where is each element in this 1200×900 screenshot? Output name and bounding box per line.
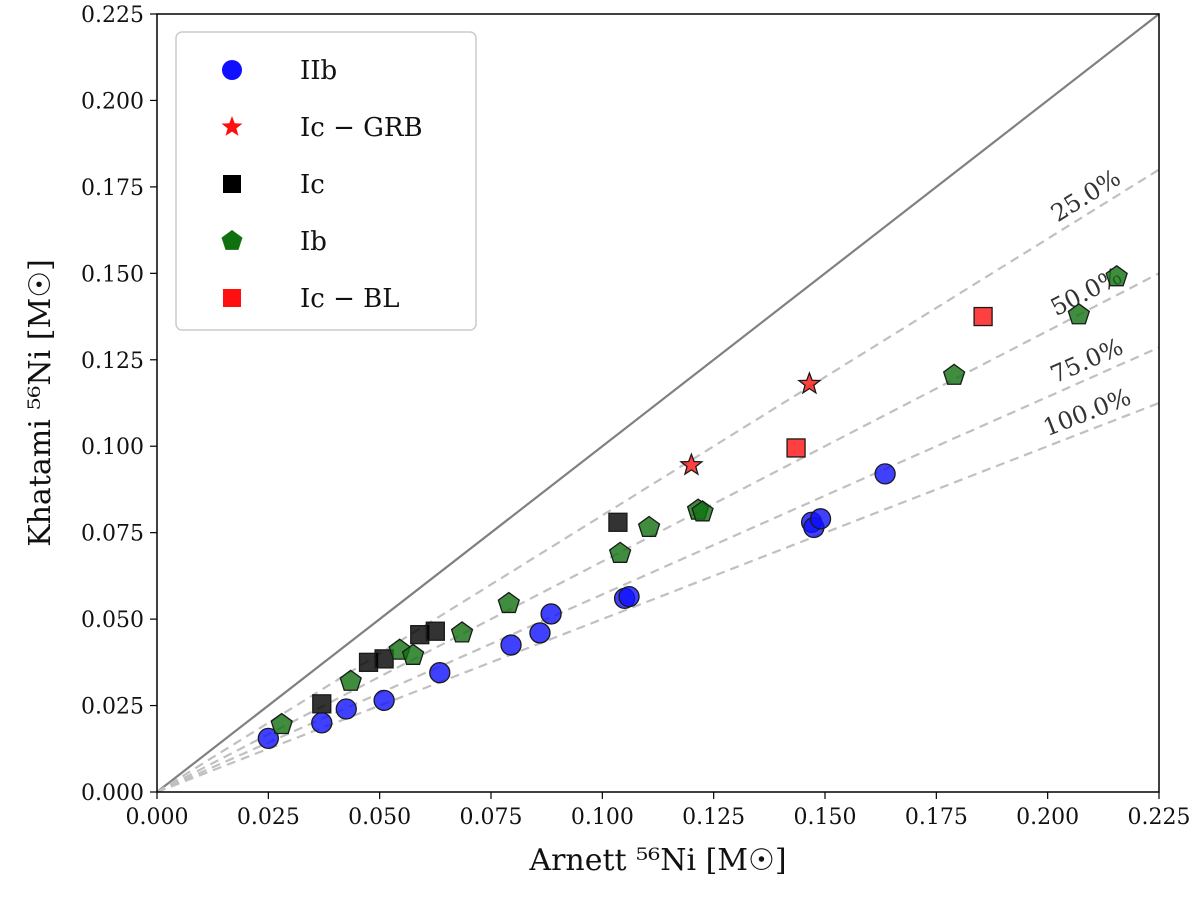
- legend-marker-ic-bl: [223, 289, 241, 307]
- axis-ticks: 0.000 0.025 0.050 0.075 0.100 0.125 0.150 0.175…: [81, 3, 1190, 830]
- point-iib: [529, 622, 551, 644]
- point-ic-grb: [797, 371, 822, 395]
- point-ic-bl: [973, 306, 993, 327]
- reference-line-500: [156, 272, 1160, 793]
- x-tick-label: 0.025: [237, 805, 300, 830]
- reference-line-250: [156, 168, 1160, 793]
- point-ib: [637, 515, 661, 538]
- point-ib: [270, 712, 293, 735]
- plot-frame: [156, 13, 1160, 793]
- point-iib: [335, 698, 357, 720]
- point-iib: [311, 712, 333, 734]
- point-ic: [608, 512, 628, 532]
- point-iib: [540, 603, 562, 625]
- point-iib: [618, 585, 640, 608]
- y-tick-label: 0.175: [81, 176, 144, 201]
- legend: IIb Ic − GRB Ic Ib Ic − BL: [175, 31, 477, 331]
- x-tick-label: 0.125: [682, 805, 745, 830]
- legend-marker-ic-grb: [221, 116, 243, 136]
- point-ib: [608, 541, 632, 563]
- x-tick-label: 0.075: [460, 805, 523, 830]
- point-ib: [401, 643, 425, 665]
- y-tick-label: 0.100: [81, 435, 144, 460]
- y-tick-label: 0.075: [81, 522, 144, 547]
- y-tick-label: 0.025: [81, 695, 144, 720]
- point-ic: [312, 694, 332, 714]
- y-tick-label: 0.125: [81, 349, 144, 374]
- point-ib: [942, 363, 966, 385]
- point-ib: [497, 591, 521, 614]
- point-ib: [691, 500, 714, 522]
- point-ic: [374, 649, 394, 669]
- legend-label-ic-bl: Ic − BL: [300, 284, 400, 314]
- reference-line-750: [156, 346, 1160, 794]
- point-ic-grb: [679, 452, 704, 476]
- point-ic-bl: [786, 438, 806, 458]
- y-axis-title: Khatami ⁵⁶Ni [M☉]: [23, 259, 58, 547]
- legend-marker-ib: [221, 230, 243, 250]
- point-iib: [257, 727, 279, 750]
- x-tick-label: 0.000: [126, 805, 189, 830]
- y-tick-label: 0.225: [81, 3, 144, 28]
- point-iib: [429, 662, 451, 684]
- point-ic: [425, 621, 445, 641]
- reference-line-label: 75.0%: [1046, 333, 1127, 390]
- reference-line-label: 100.0%: [1039, 383, 1134, 442]
- legend-marker-ic: [223, 175, 241, 193]
- point-iib: [373, 689, 395, 712]
- legend-box: [175, 31, 477, 331]
- point-ib: [450, 621, 474, 643]
- legend-label-iib: IIb: [300, 56, 337, 86]
- point-ib: [1105, 264, 1128, 287]
- point-iib: [809, 508, 832, 530]
- y-tick-label: 0.050: [81, 608, 144, 633]
- reference-line-one-to-one: [156, 13, 1160, 793]
- x-tick-label: 0.175: [905, 805, 968, 830]
- reference-line-1000: [156, 401, 1160, 794]
- legend-label-ic-grb: Ic − GRB: [300, 113, 423, 143]
- legend-label-ib: Ib: [300, 227, 327, 257]
- data-points: [257, 264, 1128, 750]
- x-tick-label: 0.225: [1128, 805, 1191, 830]
- point-ib: [339, 669, 362, 691]
- point-iib: [874, 463, 896, 485]
- x-tick-label: 0.100: [571, 805, 634, 830]
- y-tick-label: 0.200: [81, 89, 144, 114]
- legend-label-ic: Ic: [300, 170, 325, 200]
- reference-line-label: 25.0%: [1046, 164, 1126, 228]
- legend-marker-iib: [222, 60, 242, 80]
- y-tick-label: 0.150: [81, 262, 144, 287]
- y-tick-label: 0.000: [81, 781, 144, 806]
- x-tick-label: 0.050: [348, 805, 411, 830]
- point-ib: [1067, 303, 1091, 325]
- x-tick-label: 0.150: [794, 805, 857, 830]
- point-iib: [500, 634, 522, 656]
- x-tick-label: 0.200: [1016, 805, 1079, 830]
- x-axis-title: Arnett ⁵⁶Ni [M☉]: [528, 843, 786, 878]
